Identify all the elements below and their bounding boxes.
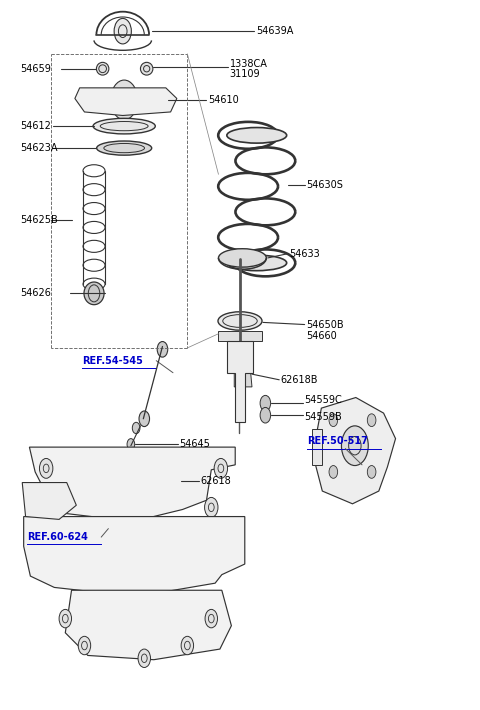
Circle shape [83,97,91,109]
Ellipse shape [96,141,152,155]
Circle shape [260,408,271,423]
Circle shape [132,422,140,434]
Ellipse shape [84,282,104,305]
Circle shape [49,498,62,518]
Circle shape [127,439,135,450]
Text: 54633: 54633 [289,248,320,258]
Polygon shape [234,361,252,387]
Polygon shape [22,483,76,520]
Text: 54645: 54645 [179,439,210,449]
Circle shape [78,636,91,655]
Polygon shape [312,430,323,465]
Text: 31109: 31109 [229,70,260,80]
Polygon shape [218,331,262,341]
Text: 1338CA: 1338CA [229,60,267,70]
Circle shape [205,609,217,628]
Circle shape [181,636,193,655]
Polygon shape [313,398,396,504]
Circle shape [214,459,228,479]
Text: 54639A: 54639A [256,26,294,36]
Ellipse shape [227,255,287,271]
Ellipse shape [218,312,262,330]
Text: REF.60-624: REF.60-624 [27,532,88,542]
Polygon shape [75,88,177,116]
Text: 54660: 54660 [306,331,337,341]
Text: 54650B: 54650B [306,320,344,329]
Circle shape [111,80,138,120]
Circle shape [157,342,168,357]
Circle shape [138,649,151,667]
Text: 54623A: 54623A [20,143,57,153]
Text: 54630S: 54630S [306,180,343,190]
Ellipse shape [93,119,156,134]
Circle shape [139,411,150,427]
Circle shape [165,470,180,493]
Circle shape [159,97,168,109]
Ellipse shape [141,62,153,75]
Circle shape [39,459,53,479]
Text: 54610: 54610 [208,95,239,105]
Circle shape [59,609,72,628]
Circle shape [341,426,368,466]
Ellipse shape [227,128,287,143]
Circle shape [367,414,376,427]
Text: 54559B: 54559B [305,413,342,422]
Text: REF.54-545: REF.54-545 [82,356,143,366]
Polygon shape [24,517,245,592]
Circle shape [329,466,337,479]
Circle shape [204,498,218,518]
Text: 54612: 54612 [20,121,51,131]
Circle shape [329,414,337,427]
Ellipse shape [96,62,109,75]
Circle shape [114,18,132,44]
Text: REF.50-517: REF.50-517 [307,437,368,447]
Text: 54559C: 54559C [305,395,342,405]
Circle shape [367,466,376,479]
Polygon shape [29,447,235,520]
Text: 62618B: 62618B [281,375,318,385]
Text: 54626: 54626 [20,288,51,298]
Text: 54659: 54659 [20,64,51,74]
Text: 62618: 62618 [201,476,231,486]
Text: 54625B: 54625B [20,215,58,225]
Polygon shape [65,590,231,660]
Circle shape [260,395,271,411]
Polygon shape [227,341,253,422]
Ellipse shape [218,248,266,267]
